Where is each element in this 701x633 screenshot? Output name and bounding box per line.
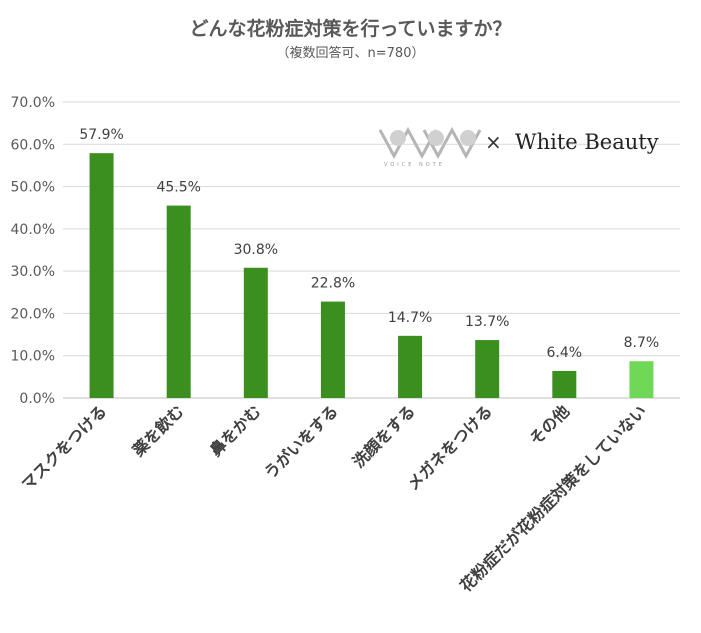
y-tick-label: 70.0% xyxy=(11,95,55,111)
bar xyxy=(166,205,191,398)
brand-name: White Beauty xyxy=(515,130,659,154)
chart-subtitle: （複数回答可、n=780） xyxy=(276,46,425,61)
data-label: 22.8% xyxy=(311,276,355,292)
y-tick-label: 10.0% xyxy=(11,349,55,365)
y-tick-label: 50.0% xyxy=(11,180,55,196)
bar xyxy=(320,301,345,398)
data-label: 6.4% xyxy=(547,345,583,361)
y-tick-label: 30.0% xyxy=(11,264,55,280)
data-label: 45.5% xyxy=(156,180,200,196)
bar xyxy=(398,335,423,398)
data-label: 13.7% xyxy=(465,314,509,330)
data-label: 14.7% xyxy=(388,310,432,326)
bar xyxy=(475,340,500,398)
y-tick-label: 0.0% xyxy=(19,391,55,407)
data-label: 57.9% xyxy=(79,127,123,143)
bar xyxy=(243,267,268,398)
chart-title: どんな花粉症対策を行っていますか？ xyxy=(189,18,512,40)
x-category-label: 鼻をかむ xyxy=(206,401,265,460)
y-tick-label: 20.0% xyxy=(11,306,55,322)
y-tick-label: 40.0% xyxy=(11,222,55,238)
x-category-label: その他 xyxy=(526,401,573,448)
x-category-label: 薬を飲む xyxy=(128,401,187,460)
brand-logo: VOICE NOTE xyxy=(372,122,672,168)
bar xyxy=(629,361,654,398)
x-category-label: うがいをする xyxy=(260,401,341,482)
bar xyxy=(552,370,577,398)
voice-note-logo-icon: VOICE NOTE xyxy=(378,126,482,168)
times-symbol: × xyxy=(485,130,502,154)
x-category-label: 洗顔をする xyxy=(349,401,419,471)
y-tick-label: 60.0% xyxy=(11,137,55,153)
logo-mark-text: VOICE NOTE xyxy=(384,162,445,168)
data-label: 30.8% xyxy=(234,242,278,258)
data-label: 8.7% xyxy=(624,335,660,351)
bar xyxy=(89,153,114,398)
x-category-label: マスクをつける xyxy=(18,401,111,494)
